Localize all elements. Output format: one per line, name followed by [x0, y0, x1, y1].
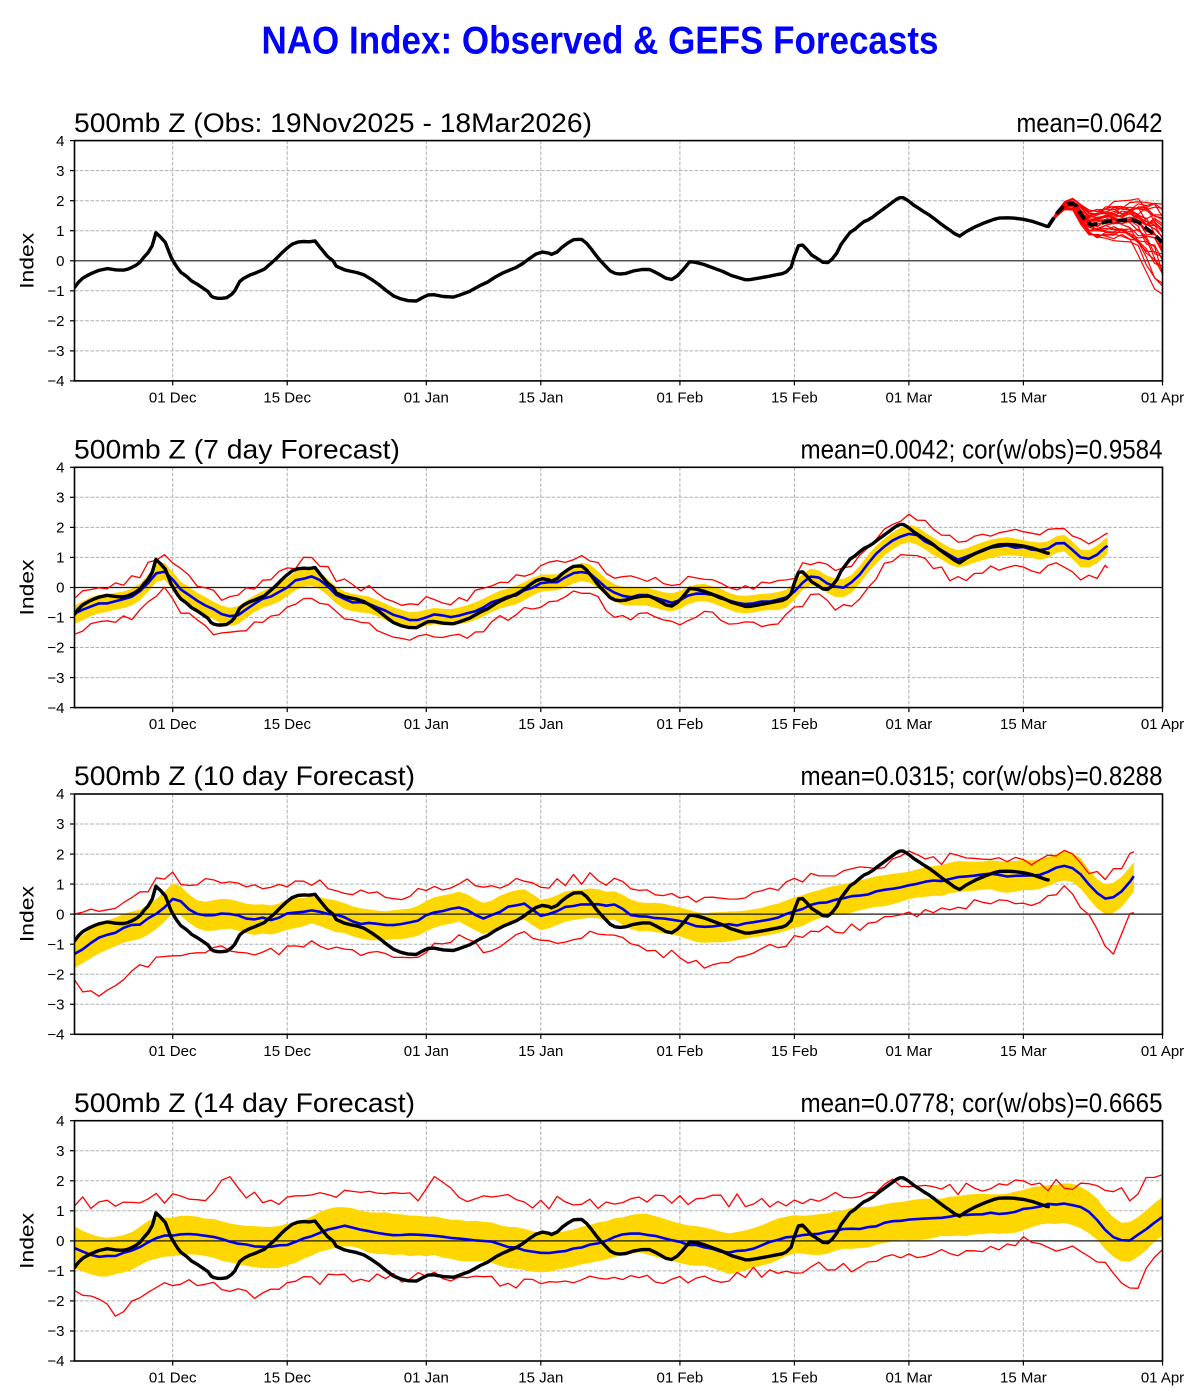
- svg-text:15 Mar: 15 Mar: [1000, 716, 1047, 733]
- svg-text:15 Mar: 15 Mar: [1000, 389, 1047, 406]
- svg-text:−2: −2: [47, 313, 64, 330]
- svg-text:500mb Z (10 day Forecast): 500mb Z (10 day Forecast): [74, 761, 415, 791]
- svg-text:1: 1: [56, 550, 64, 567]
- svg-text:15 Feb: 15 Feb: [771, 1370, 818, 1387]
- svg-text:Index: Index: [17, 559, 39, 615]
- svg-text:500mb Z (Obs: 19Nov2025 - 18Ma: 500mb Z (Obs: 19Nov2025 - 18Mar2026): [74, 108, 592, 138]
- svg-text:01 Feb: 01 Feb: [657, 389, 704, 406]
- svg-text:0: 0: [56, 580, 64, 597]
- svg-text:mean=0.0315; cor(w/obs)=0.8288: mean=0.0315; cor(w/obs)=0.8288: [801, 761, 1163, 791]
- svg-text:1: 1: [56, 1203, 64, 1220]
- svg-text:01 Mar: 01 Mar: [886, 1043, 933, 1060]
- svg-text:15 Jan: 15 Jan: [518, 1370, 563, 1387]
- svg-text:−1: −1: [47, 1263, 64, 1280]
- svg-text:−3: −3: [47, 670, 64, 687]
- svg-text:0: 0: [56, 1233, 64, 1250]
- svg-text:1: 1: [56, 223, 64, 240]
- svg-text:−4: −4: [47, 1353, 64, 1370]
- svg-text:0: 0: [56, 906, 64, 923]
- svg-text:01 Dec: 01 Dec: [149, 1043, 197, 1060]
- svg-text:3: 3: [56, 163, 64, 180]
- svg-text:01 Feb: 01 Feb: [657, 1370, 704, 1387]
- svg-text:15 Dec: 15 Dec: [263, 389, 311, 406]
- svg-text:01 Jan: 01 Jan: [404, 389, 449, 406]
- svg-text:2: 2: [56, 1173, 64, 1190]
- svg-text:15 Feb: 15 Feb: [771, 389, 818, 406]
- svg-text:15 Jan: 15 Jan: [518, 716, 563, 733]
- svg-text:mean=0.0642: mean=0.0642: [1017, 108, 1163, 138]
- svg-text:3: 3: [56, 490, 64, 507]
- svg-text:Index: Index: [17, 1213, 39, 1269]
- svg-text:−4: −4: [47, 1027, 64, 1044]
- svg-text:15 Feb: 15 Feb: [771, 1043, 818, 1060]
- svg-text:01 Apr: 01 Apr: [1141, 1370, 1184, 1387]
- svg-text:−1: −1: [47, 610, 64, 627]
- svg-text:15 Mar: 15 Mar: [1000, 1370, 1047, 1387]
- svg-text:−2: −2: [47, 966, 64, 983]
- svg-text:0: 0: [56, 253, 64, 270]
- svg-text:−4: −4: [47, 700, 64, 717]
- svg-text:3: 3: [56, 1143, 64, 1160]
- svg-text:4: 4: [56, 1113, 64, 1130]
- svg-text:4: 4: [56, 786, 64, 803]
- svg-text:15 Jan: 15 Jan: [518, 1043, 563, 1060]
- svg-text:−3: −3: [47, 1323, 64, 1340]
- svg-text:500mb Z (7 day Forecast): 500mb Z (7 day Forecast): [74, 435, 400, 465]
- svg-text:−2: −2: [47, 640, 64, 657]
- svg-text:15 Dec: 15 Dec: [263, 1043, 311, 1060]
- svg-text:01 Jan: 01 Jan: [404, 1043, 449, 1060]
- svg-text:01 Apr: 01 Apr: [1141, 389, 1184, 406]
- svg-text:Index: Index: [17, 886, 39, 942]
- svg-text:01 Feb: 01 Feb: [657, 1043, 704, 1060]
- svg-text:500mb Z (14 day Forecast): 500mb Z (14 day Forecast): [74, 1088, 415, 1118]
- svg-text:01 Mar: 01 Mar: [886, 1370, 933, 1387]
- svg-text:mean=0.0778; cor(w/obs)=0.6665: mean=0.0778; cor(w/obs)=0.6665: [801, 1088, 1163, 1118]
- svg-text:3: 3: [56, 816, 64, 833]
- svg-text:mean=0.0042; cor(w/obs)=0.9584: mean=0.0042; cor(w/obs)=0.9584: [801, 435, 1163, 465]
- svg-text:15 Dec: 15 Dec: [263, 1370, 311, 1387]
- svg-text:Index: Index: [17, 233, 39, 289]
- svg-text:2: 2: [56, 846, 64, 863]
- svg-text:−4: −4: [47, 373, 64, 390]
- svg-text:−1: −1: [47, 283, 64, 300]
- svg-text:01 Dec: 01 Dec: [149, 1370, 197, 1387]
- svg-text:01 Feb: 01 Feb: [657, 716, 704, 733]
- svg-text:4: 4: [56, 460, 64, 477]
- svg-text:15 Dec: 15 Dec: [263, 716, 311, 733]
- svg-text:15 Feb: 15 Feb: [771, 716, 818, 733]
- svg-text:01 Jan: 01 Jan: [404, 716, 449, 733]
- svg-text:1: 1: [56, 876, 64, 893]
- svg-text:01 Jan: 01 Jan: [404, 1370, 449, 1387]
- svg-text:−3: −3: [47, 343, 64, 360]
- svg-text:4: 4: [56, 133, 64, 150]
- svg-text:01 Dec: 01 Dec: [149, 716, 197, 733]
- svg-text:15 Jan: 15 Jan: [518, 389, 563, 406]
- svg-text:01 Mar: 01 Mar: [886, 716, 933, 733]
- svg-text:01 Mar: 01 Mar: [886, 389, 933, 406]
- svg-text:01 Apr: 01 Apr: [1141, 1043, 1184, 1060]
- svg-text:01 Dec: 01 Dec: [149, 389, 197, 406]
- svg-text:15 Mar: 15 Mar: [1000, 1043, 1047, 1060]
- svg-text:−2: −2: [47, 1293, 64, 1310]
- svg-text:NAO Index: Observed & GEFS For: NAO Index: Observed & GEFS Forecasts: [262, 20, 939, 63]
- svg-text:−3: −3: [47, 997, 64, 1014]
- svg-text:2: 2: [56, 520, 64, 537]
- svg-text:2: 2: [56, 193, 64, 210]
- svg-text:01 Apr: 01 Apr: [1141, 716, 1184, 733]
- svg-text:−1: −1: [47, 936, 64, 953]
